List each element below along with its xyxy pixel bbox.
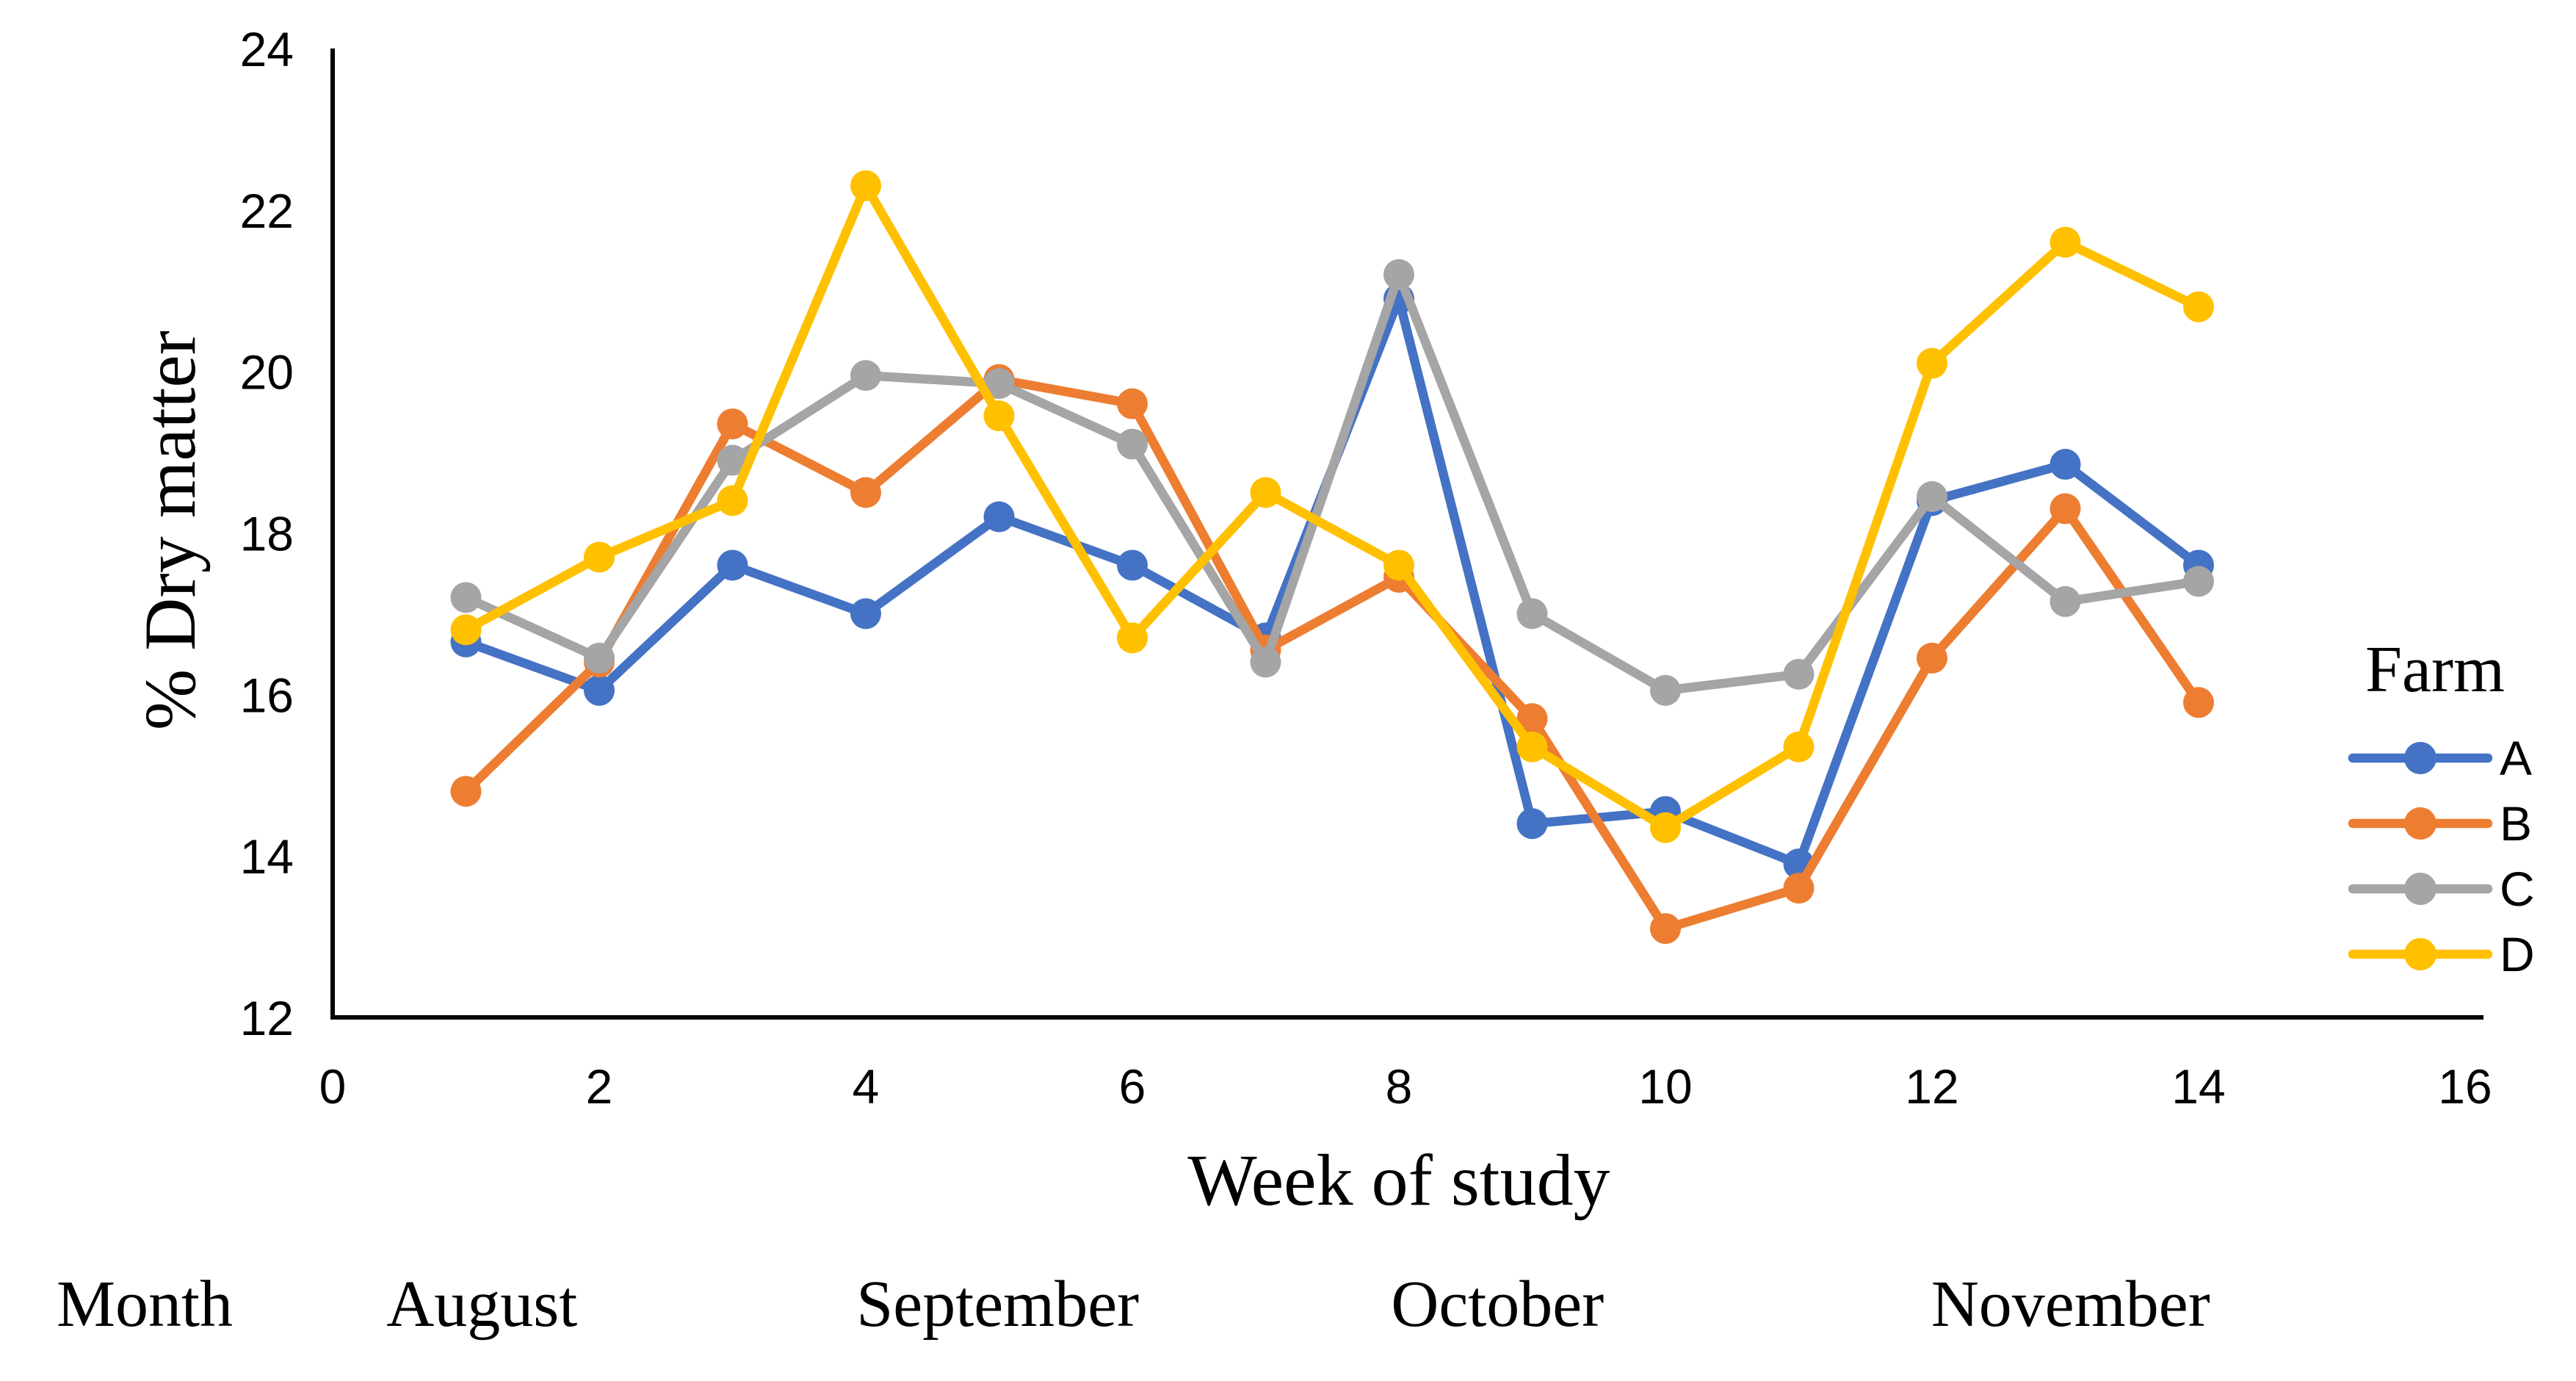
point-C-week-13 (2049, 585, 2081, 617)
point-B-week-6 (1117, 388, 1148, 419)
x-tick-label-12: 12 (1905, 1059, 1958, 1114)
legend-label-C: C (2500, 862, 2535, 916)
series-line-B (461, 375, 2204, 934)
data-series (450, 170, 2214, 945)
point-A-week-6 (1117, 549, 1148, 581)
point-B-week-1 (450, 776, 482, 807)
legend-marker-C (2404, 873, 2436, 905)
point-D-week-4 (850, 170, 881, 201)
point-C-week-7 (1250, 646, 1281, 678)
x-tick-label-0: 0 (319, 1059, 347, 1114)
legend-marker-D (2404, 938, 2436, 970)
legend-marker-B (2404, 807, 2436, 840)
point-C-week-14 (2183, 566, 2214, 597)
point-A-week-3 (717, 549, 748, 581)
point-A-week-2 (584, 674, 615, 706)
series-line-A (461, 294, 2204, 869)
legend-entry-D: D (2348, 927, 2535, 981)
legend-entry-A: A (2348, 731, 2532, 785)
point-C-week-11 (1783, 658, 1815, 690)
axes (330, 48, 2483, 1020)
y-tick-label-20: 20 (240, 345, 294, 400)
point-D-week-12 (1917, 347, 1947, 379)
point-D-week-9 (1516, 731, 1548, 762)
point-D-week-13 (2049, 226, 2081, 258)
y-tick-label-14: 14 (240, 829, 294, 884)
y-tick-label-24: 24 (240, 22, 294, 76)
y-axis-tick-labels: 12 14 16 18 20 22 24 (240, 22, 294, 1045)
point-C-week-12 (1917, 481, 1947, 513)
point-B-week-3 (717, 408, 748, 440)
point-D-week-14 (2183, 291, 2214, 322)
point-C-week-5 (983, 368, 1015, 400)
x-tick-label-16: 16 (2438, 1059, 2492, 1114)
point-D-week-6 (1117, 622, 1148, 654)
legend-label-D: D (2500, 927, 2535, 981)
months-row-label: Month (57, 1268, 233, 1341)
point-C-week-2 (584, 642, 615, 674)
legend-marker-A (2404, 742, 2436, 774)
point-C-week-6 (1117, 428, 1148, 460)
y-tick-label-16: 16 (240, 668, 294, 722)
x-axis-title: Week of study (1187, 1139, 1610, 1221)
point-D-week-2 (584, 541, 615, 573)
point-D-week-8 (1383, 549, 1414, 581)
y-tick-label-12: 12 (240, 991, 294, 1045)
point-B-week-11 (1783, 873, 1815, 904)
point-B-week-13 (2049, 493, 2081, 524)
x-tick-label-4: 4 (853, 1059, 880, 1114)
series-A (450, 283, 2214, 880)
legend-label-A: A (2500, 731, 2532, 785)
point-C-week-8 (1383, 259, 1414, 290)
legend-label-B: B (2500, 796, 2532, 851)
x-tick-label-14: 14 (2171, 1059, 2225, 1114)
point-D-week-7 (1250, 477, 1281, 508)
point-D-week-1 (450, 614, 482, 646)
month-names: August September October November (386, 1268, 2210, 1341)
point-B-week-12 (1917, 642, 1947, 674)
point-A-week-4 (850, 598, 881, 630)
month-name-september: September (856, 1268, 1139, 1341)
x-tick-label-8: 8 (1386, 1059, 1413, 1114)
point-C-week-1 (450, 582, 482, 613)
point-C-week-10 (1650, 674, 1681, 706)
point-C-week-9 (1516, 598, 1548, 630)
point-C-week-4 (850, 360, 881, 392)
series-B (450, 364, 2214, 945)
point-C-week-3 (717, 444, 748, 476)
month-name-november: November (1931, 1268, 2210, 1341)
legend-entry-C: C (2348, 862, 2535, 916)
y-tick-label-18: 18 (240, 506, 294, 560)
x-axis-tick-labels: 0 2 4 6 8 10 12 14 16 (319, 1059, 2492, 1114)
month-name-october: October (1391, 1268, 1604, 1341)
series-D (450, 170, 2214, 843)
legend-title: Farm (2365, 633, 2505, 706)
x-tick-label-10: 10 (1638, 1059, 1692, 1114)
point-A-week-9 (1516, 808, 1548, 840)
x-tick-label-6: 6 (1119, 1059, 1146, 1114)
month-name-august: August (386, 1268, 577, 1341)
point-B-week-4 (850, 477, 881, 508)
point-B-week-9 (1516, 703, 1548, 735)
point-D-week-11 (1783, 731, 1815, 762)
legend-entry-B: B (2348, 796, 2532, 851)
series-line-D (461, 181, 2204, 832)
y-tick-label-22: 22 (240, 184, 294, 238)
point-A-week-5 (983, 501, 1015, 533)
point-A-week-13 (2049, 449, 2081, 480)
point-B-week-14 (2183, 687, 2214, 718)
point-D-week-3 (717, 485, 748, 516)
point-B-week-10 (1650, 913, 1681, 945)
months-row: Month August September October November (57, 1268, 2210, 1341)
point-D-week-10 (1650, 812, 1681, 843)
x-tick-label-2: 2 (586, 1059, 613, 1114)
series-line-C (461, 270, 2204, 696)
y-axis-title: % Dry matter (129, 331, 211, 730)
point-D-week-5 (983, 400, 1015, 432)
